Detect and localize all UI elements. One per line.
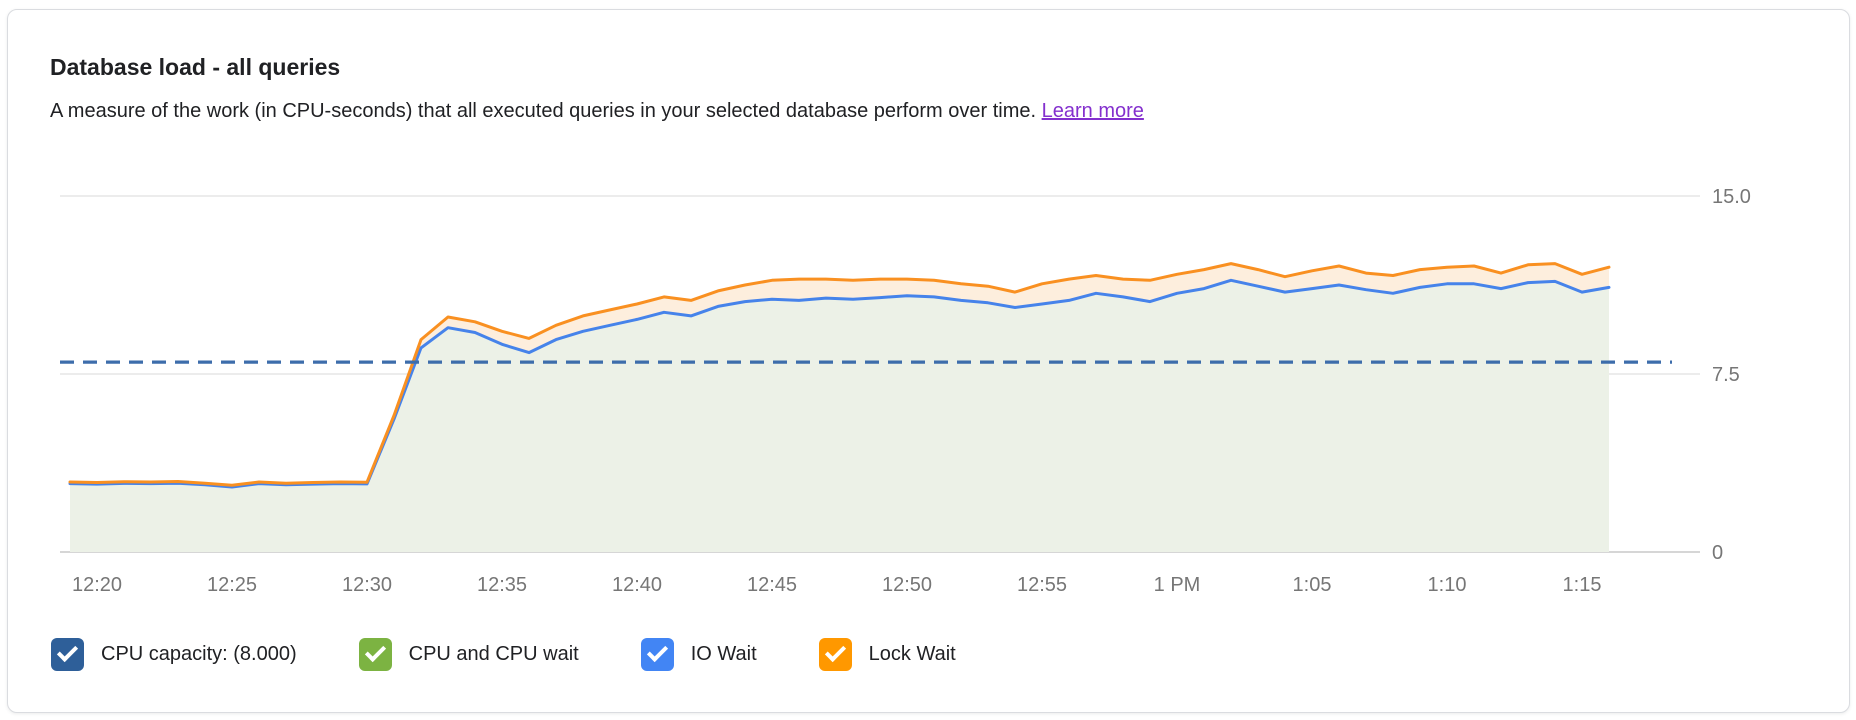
card-title: Database load - all queries: [50, 54, 341, 80]
legend-item-io-wait[interactable]: IO Wait: [640, 638, 757, 671]
x-tick-label: 12:30: [342, 574, 392, 596]
legend-item-cpu-and-cpu-wait[interactable]: CPU and CPU wait: [358, 638, 579, 671]
io-wait-label: IO Wait: [690, 643, 757, 665]
cpu-and-cpu-wait-checkbox[interactable]: [358, 638, 392, 671]
y-tick-label: 0: [1712, 542, 1723, 564]
y-axis-labels: 15.0 7.5 0: [1712, 186, 1751, 564]
x-tick-label: 12:40: [612, 574, 662, 596]
io-wait-line: [68, 278, 1611, 489]
x-tick-label: 12:45: [747, 574, 797, 596]
chart-legend: CPU capacity: (8.000) CPU and CPU wait IO …: [51, 638, 956, 671]
lock-wait-line: [68, 262, 1611, 487]
x-tick-label: 12:25: [207, 574, 257, 596]
x-tick-label: 1:05: [1293, 574, 1332, 596]
y-tick-label: 15.0: [1712, 186, 1751, 208]
legend-item-cpu-capacity[interactable]: CPU capacity: (8.000): [51, 638, 297, 671]
x-tick-label: 12:35: [477, 574, 527, 596]
x-tick-label: 1:10: [1428, 574, 1467, 596]
learn-more-link[interactable]: Learn more: [1041, 100, 1144, 122]
lock-wait-checkbox[interactable]: [818, 638, 852, 671]
x-tick-label: 1:15: [1563, 574, 1602, 596]
cpu-capacity-checkbox[interactable]: [51, 638, 84, 671]
x-axis-labels: 12:20 12:25 12:30 12:35 12:40 12:45 12:50 12:55…: [72, 574, 1602, 596]
io-wait-checkbox[interactable]: [640, 638, 674, 671]
description-text: A measure of the work (in CPU-seconds) t…: [50, 100, 1037, 122]
x-tick-label: 12:20: [72, 574, 122, 596]
card-description: A measure of the work (in CPU-seconds) t…: [50, 100, 1144, 123]
x-tick-label: 1 PM: [1154, 574, 1201, 596]
cpu-and-cpu-wait-area: [70, 280, 1609, 552]
legend-item-lock-wait[interactable]: Lock Wait: [818, 638, 956, 671]
cpu-and-cpu-wait-label: CPU and CPU wait: [408, 643, 579, 665]
x-tick-label: 12:50: [882, 574, 932, 596]
lock-wait-label: Lock Wait: [868, 643, 956, 665]
y-tick-label: 7.5: [1712, 364, 1740, 386]
cpu-capacity-label: CPU capacity: (8.000): [101, 643, 297, 665]
x-tick-label: 12:55: [1017, 574, 1067, 596]
